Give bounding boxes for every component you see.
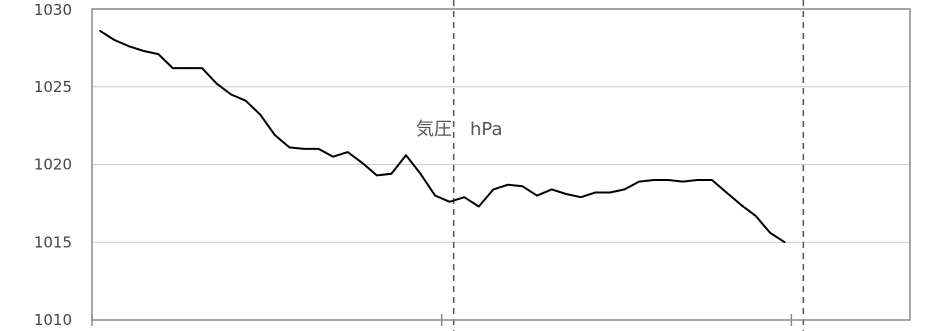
dashed-markers [452, 0, 805, 331]
data-point-35 [609, 191, 611, 194]
data-point-24 [448, 201, 451, 203]
data-point-30 [536, 194, 538, 197]
grid-lines [92, 86, 910, 243]
data-point-26 [478, 205, 480, 208]
series-points [99, 29, 786, 244]
data-point-14 [303, 148, 305, 150]
data-point-11 [259, 113, 262, 116]
data-point-28 [507, 183, 509, 186]
data-point-47 [783, 241, 786, 244]
data-point-37 [638, 180, 640, 183]
data-point-4 [157, 53, 160, 55]
y-tick-label-1010: 1010 [34, 311, 72, 329]
y-tick-label-1030: 1030 [34, 1, 72, 19]
plot-frame [91, 8, 911, 321]
pressure-series-line [99, 29, 786, 244]
y-tick-label-1025: 1025 [34, 78, 72, 96]
data-point-39 [667, 179, 670, 181]
data-point-38 [652, 179, 655, 181]
data-point-3 [142, 50, 145, 52]
data-point-25 [463, 196, 466, 198]
data-point-27 [492, 188, 495, 191]
data-point-23 [434, 194, 436, 197]
data-point-6 [186, 67, 189, 69]
data-point-9 [230, 93, 232, 96]
data-point-13 [288, 146, 291, 149]
data-point-45 [754, 215, 757, 217]
data-point-32 [565, 193, 568, 195]
data-point-0 [99, 29, 101, 32]
y-tick-label-1015: 1015 [34, 233, 72, 251]
data-point-17 [346, 151, 349, 153]
data-point-42 [711, 179, 713, 181]
data-point-20 [390, 173, 393, 175]
data-point-22 [419, 173, 422, 175]
data-point-16 [332, 155, 334, 158]
data-point-10 [244, 99, 247, 102]
data-point-21 [405, 154, 407, 156]
data-point-34 [594, 191, 597, 194]
data-point-5 [172, 67, 174, 69]
data-point-8 [215, 82, 218, 85]
data-point-15 [317, 148, 320, 150]
data-point-29 [521, 185, 524, 188]
data-point-43 [725, 191, 728, 194]
data-point-12 [274, 134, 276, 136]
x-ticks [91, 314, 793, 326]
data-point-33 [580, 196, 582, 198]
data-point-7 [201, 67, 203, 69]
y-tick-label-1020: 1020 [34, 156, 72, 174]
data-point-44 [740, 204, 742, 206]
data-point-19 [376, 174, 378, 177]
data-point-46 [769, 232, 772, 234]
data-point-41 [696, 179, 699, 181]
data-point-31 [550, 188, 553, 191]
data-point-40 [682, 180, 684, 183]
data-point-2 [128, 45, 130, 48]
pressure-annotation: 気圧 hPa [416, 119, 502, 140]
data-point-18 [361, 162, 364, 164]
y-tick-labels: 1010 1015 1020 1025 1030 [34, 1, 72, 329]
data-point-36 [623, 188, 626, 191]
data-point-1 [113, 39, 116, 41]
